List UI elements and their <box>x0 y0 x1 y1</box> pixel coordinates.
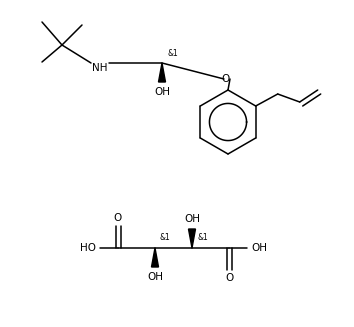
Text: NH: NH <box>92 63 108 73</box>
Text: &1: &1 <box>168 49 179 59</box>
Polygon shape <box>152 248 159 267</box>
Text: O: O <box>114 213 122 223</box>
Polygon shape <box>159 63 166 82</box>
Text: OH: OH <box>147 272 163 282</box>
Text: HO: HO <box>80 243 96 253</box>
Text: O: O <box>225 273 233 283</box>
Text: O: O <box>222 74 230 84</box>
Text: &1: &1 <box>197 233 208 243</box>
Text: OH: OH <box>154 87 170 97</box>
Polygon shape <box>188 229 195 248</box>
Text: OH: OH <box>251 243 267 253</box>
Text: &1: &1 <box>160 233 171 243</box>
Text: OH: OH <box>184 214 200 224</box>
